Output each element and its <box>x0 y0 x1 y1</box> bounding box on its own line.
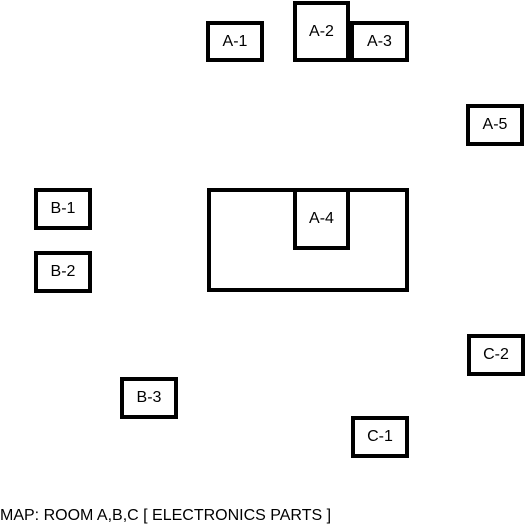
box-b-1[interactable]: B-1 <box>34 188 92 230</box>
box-b-3[interactable]: B-3 <box>120 377 178 419</box>
box-c-1[interactable]: C-1 <box>351 416 409 458</box>
box-a-5[interactable]: A-5 <box>466 104 524 146</box>
box-b-2[interactable]: B-2 <box>34 251 92 293</box>
box-a-1[interactable]: A-1 <box>206 21 264 62</box>
map-caption: MAP: ROOM A,B,C [ ELECTRONICS PARTS ] <box>0 507 332 524</box>
box-c-2[interactable]: C-2 <box>467 334 525 376</box>
box-a-3[interactable]: A-3 <box>350 21 409 62</box>
box-a-4[interactable]: A-4 <box>293 188 350 250</box>
box-a-2[interactable]: A-2 <box>293 1 350 62</box>
